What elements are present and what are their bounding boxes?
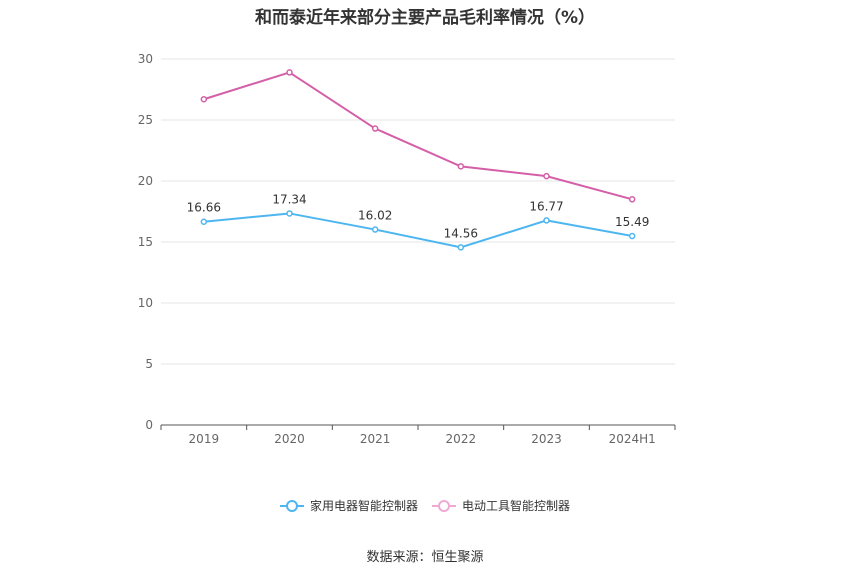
- series-layer: [200, 69, 636, 251]
- data-label: 16.77: [529, 199, 563, 213]
- data-point: [457, 163, 465, 170]
- data-point: [543, 172, 550, 180]
- x-tick-label: 2021: [360, 432, 391, 446]
- x-tick-label: 2024H1: [609, 432, 656, 446]
- x-tick-label: 2020: [274, 432, 305, 446]
- series-line-1: [203, 212, 633, 249]
- x-tick-label: 2022: [446, 432, 477, 446]
- legend-label: 电动工具智能控制器: [462, 499, 571, 513]
- data-label: 15.49: [615, 215, 649, 229]
- y-tick-label: 0: [145, 418, 153, 432]
- x-tick-label: 2019: [189, 432, 220, 446]
- data-point: [371, 226, 379, 233]
- x-axis: 2019 2020 2021 2022 2023 2024H1: [160, 424, 676, 446]
- data-point: [286, 69, 293, 76]
- data-label: 14.56: [444, 226, 478, 240]
- chart-title: 和而泰近年来部分主要产品毛利率情况（%）: [254, 8, 596, 28]
- data-labels: 16.66 17.34 16.02 14.56 16.77 15.49: [187, 192, 650, 240]
- data-point: [628, 232, 636, 240]
- y-tick-label: 5: [145, 357, 153, 371]
- data-label: 17.34: [272, 192, 306, 206]
- data-point: [628, 196, 636, 203]
- legend-line-circle-icon: [432, 499, 456, 512]
- data-source: 数据来源：恒生聚源: [366, 550, 484, 565]
- legend-line-circle-icon: [279, 499, 304, 512]
- data-label: 16.66: [187, 201, 221, 215]
- y-tick-label: 20: [138, 174, 153, 188]
- data-point: [200, 218, 208, 225]
- data-label: 16.02: [358, 209, 392, 223]
- grid-lines: [161, 58, 675, 365]
- data-point: [286, 210, 293, 217]
- y-tick-label: 30: [138, 52, 153, 66]
- data-point: [200, 96, 208, 103]
- legend: 家用电器智能控制器 电动工具智能控制器: [0, 497, 850, 514]
- legend-item-series-2[interactable]: 电动工具智能控制器: [432, 497, 570, 514]
- y-tick-label: 15: [138, 235, 153, 249]
- y-tick-label: 10: [138, 296, 153, 310]
- legend-item-series-1[interactable]: 家用电器智能控制器: [279, 497, 418, 514]
- x-tick-label: 2023: [531, 432, 562, 446]
- data-point: [457, 244, 465, 251]
- legend-label: 家用电器智能控制器: [309, 499, 418, 513]
- data-point: [371, 125, 379, 132]
- y-tick-label: 25: [138, 113, 153, 127]
- series-line-2: [203, 71, 633, 201]
- data-point: [543, 217, 550, 224]
- y-axis-ticks: 0 5 10 15 20 25 30: [138, 52, 153, 432]
